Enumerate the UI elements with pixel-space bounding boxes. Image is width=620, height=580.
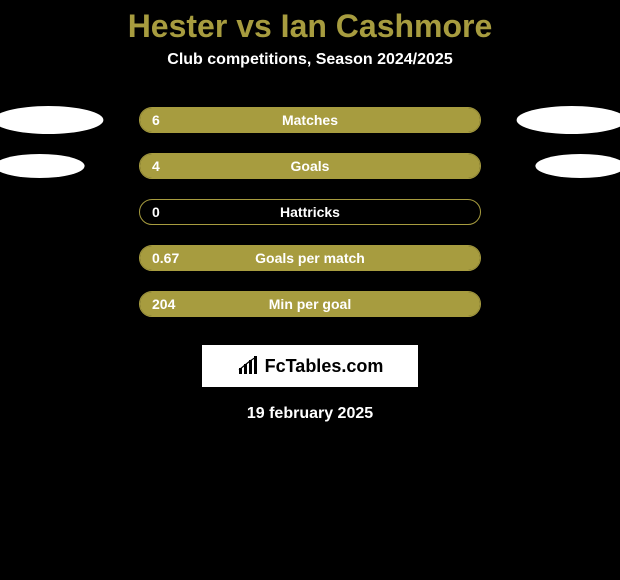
stat-label: Hattricks (140, 200, 480, 224)
stat-bar-fill (140, 108, 480, 132)
stat-bar: 0Hattricks (139, 199, 481, 225)
stat-value: 0 (152, 200, 160, 224)
stat-value: 4 (152, 154, 160, 178)
chart-icon (237, 356, 261, 376)
logo-text: FcTables.com (265, 356, 384, 377)
page-title: Hester vs Ian Cashmore (0, 0, 620, 45)
stat-bar: 4Goals (139, 153, 481, 179)
stat-value: 204 (152, 292, 175, 316)
stat-bar-fill (140, 246, 480, 270)
stat-bar: 0.67Goals per match (139, 245, 481, 271)
date-label: 19 february 2025 (0, 405, 620, 423)
logo-box: FcTables.com (202, 345, 418, 387)
stat-bar: 6Matches (139, 107, 481, 133)
comparison-chart: 6Matches 4Goals 0Hattricks 0.67Goals per ma… (0, 97, 620, 327)
right-ellipse (535, 154, 620, 178)
stat-row: 4Goals (0, 143, 620, 189)
stat-row: 0Hattricks (0, 189, 620, 235)
stat-row: 6Matches (0, 97, 620, 143)
stat-bar: 204Min per goal (139, 291, 481, 317)
right-ellipse (517, 106, 620, 134)
stat-row: 0.67Goals per match (0, 235, 620, 281)
stat-bar-fill (140, 292, 480, 316)
left-ellipse (0, 106, 103, 134)
stat-value: 0.67 (152, 246, 179, 270)
stat-bar-fill (140, 154, 480, 178)
stat-row: 204Min per goal (0, 281, 620, 327)
stat-value: 6 (152, 108, 160, 132)
left-ellipse (0, 154, 85, 178)
subtitle: Club competitions, Season 2024/2025 (0, 51, 620, 69)
